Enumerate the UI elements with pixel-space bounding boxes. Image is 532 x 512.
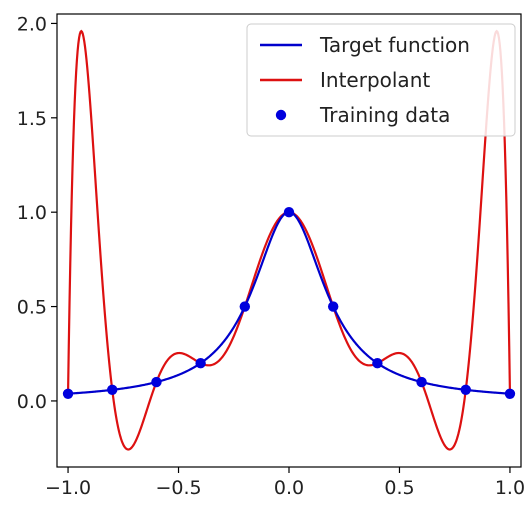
y-tick-label: 1.5 — [17, 108, 47, 130]
x-tick-label: 0.5 — [384, 477, 414, 499]
training-data-point — [283, 206, 295, 218]
training-data-point — [416, 376, 427, 388]
training-data-point — [239, 301, 251, 312]
y-tick-label: 2.0 — [17, 13, 47, 35]
training-data-point — [107, 384, 118, 396]
target-function-line — [67, 211, 511, 395]
x-tick-label: 0.0 — [274, 477, 304, 499]
training-data-point — [151, 376, 162, 388]
training-data-point — [372, 357, 383, 369]
y-axis-ticks: 0.0 0.5 1.0 1.5 2.0 — [17, 13, 57, 413]
training-data-point — [504, 388, 516, 399]
legend-label: Interpolant — [320, 68, 430, 92]
y-tick-label: 0.0 — [17, 391, 47, 413]
legend-marker — [275, 109, 287, 121]
legend-label: Target function — [319, 33, 470, 57]
training-data-point — [62, 388, 74, 399]
x-tick-label: 1.0 — [495, 477, 525, 499]
training-data-points — [62, 206, 516, 399]
training-data-point — [327, 301, 339, 312]
legend-box — [246, 23, 516, 137]
x-tick-label: −1.0 — [45, 477, 91, 499]
x-tick-label: −0.5 — [155, 477, 201, 499]
legend-label: Training data — [319, 103, 450, 127]
y-tick-label: 1.0 — [17, 202, 47, 224]
legend: Target function Interpolant Training data — [246, 23, 516, 137]
y-tick-label: 0.5 — [17, 297, 47, 319]
x-axis-ticks: −1.0 −0.5 0.0 0.5 1.0 — [45, 467, 525, 499]
training-data-point — [195, 357, 206, 369]
training-data-point — [460, 384, 471, 396]
